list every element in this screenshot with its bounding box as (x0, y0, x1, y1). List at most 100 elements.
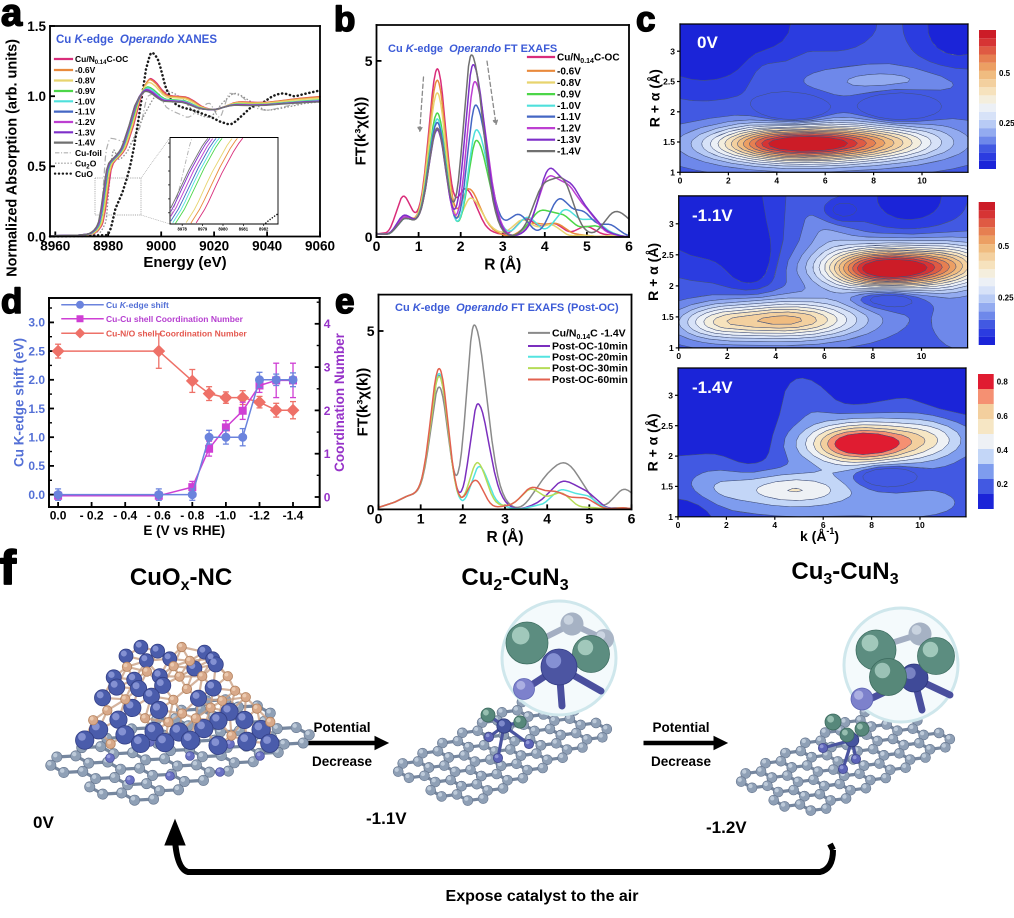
svg-text:0: 0 (676, 520, 681, 530)
svg-text:Cu/N: Cu/N (552, 327, 577, 339)
svg-text:0.4: 0.4 (997, 446, 1009, 455)
svg-text:3.0: 3.0 (28, 316, 45, 330)
svg-text:0.14: 0.14 (580, 58, 594, 65)
svg-text:0.25: 0.25 (998, 294, 1014, 303)
svg-text:0: 0 (367, 502, 375, 518)
svg-text:2: 2 (726, 176, 731, 186)
svg-text:3: 3 (823, 571, 832, 588)
svg-text:Decrease: Decrease (312, 754, 373, 769)
svg-text:Cu-foil: Cu-foil (75, 148, 102, 158)
svg-text:-edge: -edge (421, 302, 450, 314)
svg-text:-1.2V: -1.2V (706, 818, 747, 837)
svg-text:-1.4V: -1.4V (692, 378, 733, 397)
svg-text:K: K (120, 300, 127, 310)
svg-text:Decrease: Decrease (651, 754, 712, 769)
svg-text:Cu: Cu (395, 302, 410, 314)
svg-text:-1.0: -1.0 (216, 509, 237, 523)
svg-text:2: 2 (725, 351, 730, 361)
svg-text:): ) (834, 528, 839, 544)
svg-text:2: 2 (457, 238, 465, 254)
svg-text:-1.1V: -1.1V (366, 809, 407, 828)
svg-text:0.5: 0.5 (999, 69, 1011, 78)
svg-text:K: K (406, 43, 415, 55)
svg-text:0.5: 0.5 (28, 459, 45, 473)
svg-text:2: 2 (86, 165, 90, 171)
svg-text:0: 0 (324, 490, 331, 504)
svg-text:O: O (90, 158, 97, 168)
svg-text:0: 0 (375, 511, 383, 527)
svg-text:-0.9V: -0.9V (557, 90, 581, 101)
svg-text:8: 8 (871, 176, 876, 186)
svg-text:10: 10 (917, 176, 927, 186)
svg-text:-1.2: -1.2 (249, 509, 270, 523)
svg-text:2.5: 2.5 (662, 250, 674, 260)
svg-text:2: 2 (459, 511, 467, 527)
svg-text:1.5: 1.5 (28, 402, 45, 416)
svg-text:2: 2 (493, 577, 502, 594)
svg-text:R + α (Å): R + α (Å) (645, 243, 661, 301)
svg-text:2: 2 (724, 520, 729, 530)
svg-text:8960: 8960 (40, 238, 70, 253)
svg-text:0V: 0V (697, 33, 718, 52)
svg-text:3: 3 (890, 571, 899, 588)
svg-text:2: 2 (669, 281, 674, 291)
svg-text:4: 4 (541, 238, 549, 254)
svg-text:3: 3 (670, 46, 675, 56)
svg-text:-0.6V: -0.6V (557, 66, 581, 77)
svg-text:0: 0 (365, 229, 373, 245)
svg-text:-1.4V: -1.4V (75, 138, 96, 148)
svg-text:-NC: -NC (190, 564, 233, 591)
svg-text:1.0: 1.0 (27, 89, 46, 104)
svg-text:2.5: 2.5 (663, 77, 675, 87)
svg-text:3: 3 (560, 577, 569, 594)
svg-text:-1.3V: -1.3V (557, 135, 581, 146)
svg-text:6: 6 (821, 520, 826, 530)
svg-text:Cu: Cu (791, 558, 823, 585)
svg-text:4: 4 (774, 176, 779, 186)
svg-text:Post-OC-30min: Post-OC-30min (552, 363, 628, 375)
svg-text:Expose catalyst to the air: Expose catalyst to the air (446, 888, 639, 905)
svg-text:1.5: 1.5 (663, 137, 675, 147)
svg-text:0.14: 0.14 (95, 60, 107, 66)
svg-text:-edge: -edge (83, 34, 114, 46)
svg-text:1: 1 (324, 447, 331, 461)
svg-text:8: 8 (871, 351, 876, 361)
svg-text:1: 1 (415, 238, 423, 254)
svg-text:9020: 9020 (199, 238, 229, 253)
svg-text:3: 3 (499, 238, 507, 254)
svg-text:3: 3 (501, 511, 509, 527)
svg-text:8979: 8979 (198, 227, 208, 232)
svg-text:FT EXAFS (Post-OC): FT EXAFS (Post-OC) (511, 302, 619, 314)
svg-text:1.5: 1.5 (27, 19, 46, 34)
svg-text:R + α (Å): R + α (Å) (646, 69, 662, 127)
svg-text:- 0.6: - 0.6 (147, 509, 171, 523)
svg-text:0.0: 0.0 (50, 509, 67, 523)
svg-text:K: K (75, 34, 84, 46)
svg-text:-CuN: -CuN (502, 564, 559, 591)
svg-text:-CuN: -CuN (832, 558, 889, 585)
svg-text:-1.2V: -1.2V (557, 124, 581, 135)
svg-text:9060: 9060 (305, 238, 335, 253)
svg-text:C-OC: C-OC (594, 53, 620, 64)
svg-text:1.0: 1.0 (28, 431, 45, 445)
svg-text:- 0.8: - 0.8 (180, 509, 204, 523)
svg-text:Normalized Absorption (arb. un: Normalized Absorption (arb. units) (5, 39, 21, 277)
svg-text:Post-OC-20min: Post-OC-20min (552, 351, 628, 363)
svg-text:8982: 8982 (259, 227, 269, 232)
svg-text:FT(k³χ(k)): FT(k³χ(k)) (353, 97, 370, 166)
svg-text:2.5: 2.5 (28, 344, 45, 358)
svg-text:5: 5 (585, 511, 593, 527)
svg-text:-1.1V: -1.1V (557, 112, 581, 123)
svg-text:-0.9V: -0.9V (75, 86, 96, 96)
svg-text:Post-OC-60min: Post-OC-60min (552, 374, 628, 386)
svg-text:2: 2 (670, 107, 675, 117)
svg-text:Operando: Operando (449, 43, 501, 55)
svg-text:3: 3 (668, 390, 673, 400)
svg-text:CuO: CuO (75, 169, 93, 179)
svg-text:6: 6 (625, 238, 633, 254)
svg-text:0.6: 0.6 (997, 412, 1009, 421)
svg-text:4: 4 (324, 317, 331, 331)
svg-text:-1.3V: -1.3V (75, 127, 96, 137)
svg-text:R + α (Å): R + α (Å) (644, 413, 660, 471)
svg-text:-1: -1 (826, 526, 834, 536)
